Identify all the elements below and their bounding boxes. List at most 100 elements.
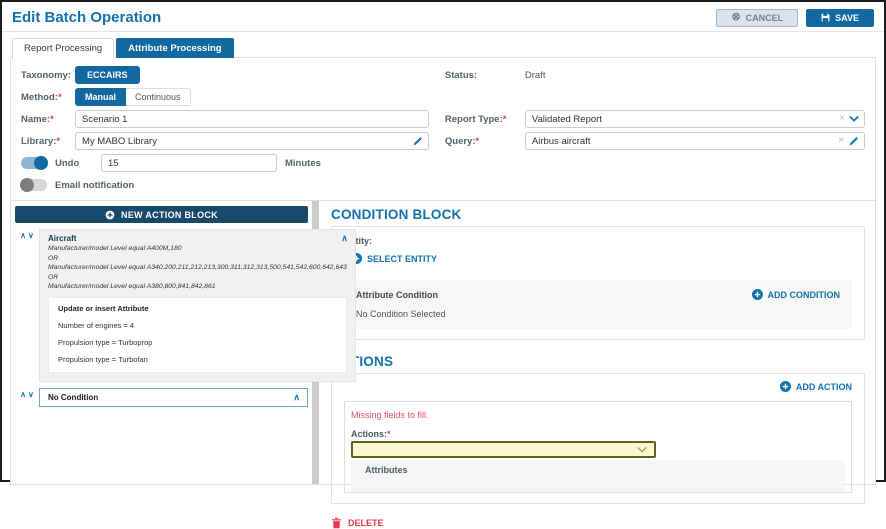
query-input[interactable] [524,132,865,150]
undo-unit-label: Minutes [285,157,321,169]
taxonomy-eccairs-button[interactable]: ECCAIRS [75,66,140,84]
actions-select[interactable] [351,441,656,458]
action-block-row: ∧ ∨ Aircraft Manufacturer/model Level equ… [15,229,356,382]
library-row: Library:* [21,130,429,152]
add-action-button[interactable]: ADD ACTION [779,381,852,392]
new-action-block-button[interactable]: NEW ACTION BLOCK [15,206,308,223]
report-type-select[interactable] [524,110,865,128]
chevron-down-icon [637,446,647,454]
method-manual-button[interactable]: Manual [75,88,127,106]
tab-report-processing[interactable]: Report Processing [12,38,115,58]
email-notification-toggle[interactable] [20,178,47,192]
move-up-icon[interactable]: ∧ [20,231,26,240]
collapse-chevron-icon[interactable]: ∧ [293,391,300,402]
missing-fields-error: Missing fields to fill. [351,410,429,420]
condition-block-heading: CONDITION BLOCK [331,207,462,222]
name-row: Name:* [21,108,429,130]
action-item-box: Missing fields to fill. Actions:* Attrib… [344,401,852,493]
move-down-icon[interactable]: ∨ [28,231,34,240]
reorder-controls: ∧ ∨ [15,388,39,407]
add-condition-button[interactable]: ADD CONDITION [751,289,841,300]
query-label: Query:* [444,135,480,147]
action-blocks-pane: NEW ACTION BLOCK ∧ ∨ Aircraft Manufacture… [11,201,356,484]
reorder-controls: ∧ ∨ [15,229,39,382]
clear-x-icon[interactable]: × [838,135,844,146]
detail-pane: CONDITION BLOCK Entity: SELECT ENTITY At… [319,201,875,529]
move-down-icon[interactable]: ∨ [28,389,34,399]
cancel-button[interactable]: ⊗ CANCEL [716,8,799,27]
email-notification-label: Email notification [55,179,135,191]
status-row: Status: Draft [445,64,865,86]
circle-x-icon: ⊗ [731,11,741,23]
chevron-down-icon[interactable] [849,115,859,123]
method-row: Method:* Manual Continuous [21,86,429,108]
plus-circle-icon [751,289,763,300]
main-container: Taxonomy: ECCAIRS Method:* Manual Contin… [10,57,876,529]
save-icon [821,13,830,22]
clear-x-icon[interactable]: × [839,113,845,124]
block-condition-line: OR [48,273,59,281]
save-button-label: SAVE [835,12,859,23]
attributes-section: Attributes [351,460,845,492]
header: Edit Batch Operation ⊗ CANCEL SAVE [2,2,884,32]
undo-toggle[interactable] [21,156,48,170]
edit-pencil-icon[interactable] [848,136,859,147]
actions-box: ADD ACTION Missing fields to fill. Actio… [331,373,865,504]
tab-attribute-processing[interactable]: Attribute Processing [116,38,234,58]
undo-label: Undo [55,157,80,169]
form-right-column: Status: Draft Report Type:* × [445,64,865,196]
block-action-line: Number of engines = 4 [58,320,135,330]
collapse-chevron-icon[interactable]: ∧ [341,233,348,243]
new-action-block-label: NEW ACTION BLOCK [121,209,218,220]
cancel-button-label: CANCEL [745,12,784,23]
status-value: Draft [524,69,546,81]
block-condition-line: Manufacturer/model Level equal A380,800,… [48,283,216,290]
library-input[interactable] [75,132,429,150]
block-title: Aircraft [48,234,77,243]
condition-block-box: Entity: SELECT ENTITY Attribute Conditio… [331,226,865,340]
delete-button[interactable]: DELETE [331,517,384,529]
method-segmented-control: Manual Continuous [75,88,191,106]
select-entity-button[interactable]: SELECT ENTITY [351,253,437,264]
name-input[interactable] [75,110,429,128]
delete-label: DELETE [348,518,384,528]
move-up-icon[interactable]: ∧ [20,389,26,399]
library-label: Library:* [21,135,61,147]
block-condition-line: OR [48,254,59,262]
split-area: NEW ACTION BLOCK ∧ ∨ Aircraft Manufacture… [11,201,875,529]
plus-circle-icon [105,210,115,220]
add-condition-label: ADD CONDITION [767,289,841,300]
undo-minutes-input[interactable] [101,154,277,172]
edit-pencil-icon[interactable] [412,136,423,147]
tab-bar: Report Processing Attribute Processing [2,32,884,58]
trash-icon [331,517,342,529]
block-action-line: Propulsion type = Turboprop [58,337,153,347]
actions-heading: ACTIONS [331,354,394,369]
method-label: Method:* [21,91,62,103]
taxonomy-row: Taxonomy: ECCAIRS [21,64,429,86]
block-condition-line: Manufacturer/model Level equal A340,200,… [48,264,347,271]
action-block-row: ∧ ∨ No Condition ∧ [15,387,308,407]
action-block-card-aircraft[interactable]: Aircraft Manufacturer/model Level equal … [39,229,356,382]
add-action-label: ADD ACTION [795,381,852,392]
action-block-card-no-condition[interactable]: No Condition ∧ [39,387,308,407]
block-action-line: Propulsion type = Turbofan [58,354,148,364]
report-type-label: Report Type:* [444,113,507,125]
attributes-label: Attributes [365,465,408,475]
plus-circle-icon [779,381,791,392]
block-title: No Condition [48,392,99,402]
actions-field-label: Actions:* [351,429,391,439]
method-continuous-button[interactable]: Continuous [126,88,191,106]
status-label: Status: [444,69,478,81]
query-row: Query:* × [445,130,865,152]
block-actions-box: Update or insert Attribute Number of eng… [48,296,347,373]
email-notification-row: Email notification [20,174,429,196]
block-action-header: Update or insert Attribute [58,303,149,313]
taxonomy-label: Taxonomy: [21,69,71,81]
attribute-condition-box: Attribute Condition ADD CONDITION No Con… [344,280,852,329]
save-button[interactable]: SAVE [806,8,874,27]
header-buttons: ⊗ CANCEL SAVE [716,8,874,27]
undo-row: Undo Minutes [21,152,429,174]
no-condition-selected-text: No Condition Selected [356,309,446,319]
report-type-row: Report Type:* × [445,108,865,130]
